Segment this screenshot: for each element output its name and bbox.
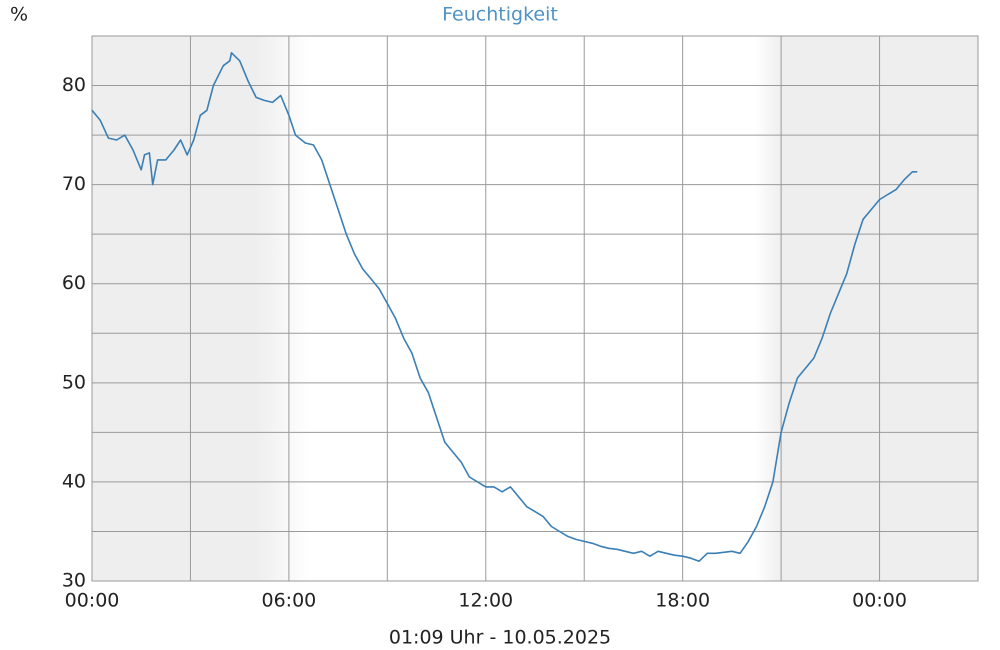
plot-frame <box>91 35 979 582</box>
x-tick-label: 06:00 <box>262 590 317 612</box>
y-tick-label: 30 <box>62 570 86 592</box>
x-tick-label: 00:00 <box>852 590 907 612</box>
x-tick-label: 18:00 <box>655 590 710 612</box>
footer: 01:09 Uhr - 10.05.2025 <box>389 627 611 649</box>
y-tick-label: 50 <box>62 371 86 393</box>
chart-title: Feuchtigkeit <box>442 4 558 26</box>
data-line <box>91 52 918 562</box>
y-tick-label: 80 <box>62 74 86 96</box>
y-tick-label: 60 <box>62 272 86 294</box>
x-tick-label: 00:00 <box>65 590 120 612</box>
plot-background <box>92 36 978 581</box>
y-tick-label: 40 <box>62 470 86 492</box>
x-tick-label: 12:00 <box>458 590 513 612</box>
y-tick-label: 70 <box>62 173 86 195</box>
y-unit: % <box>10 4 28 26</box>
